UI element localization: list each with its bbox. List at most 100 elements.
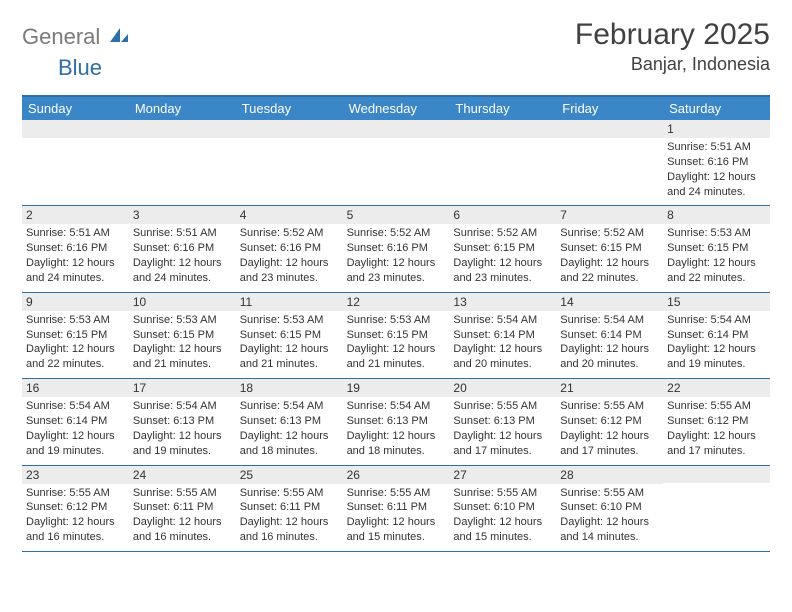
- daylight-text: Daylight: 12 hours and 18 minutes.: [240, 429, 339, 459]
- day-cell: 10Sunrise: 5:53 AMSunset: 6:15 PMDayligh…: [129, 293, 236, 378]
- daylight-text: Daylight: 12 hours and 22 minutes.: [26, 342, 125, 372]
- sunset-text: Sunset: 6:14 PM: [26, 414, 125, 429]
- daylight-text: Daylight: 12 hours and 16 minutes.: [240, 515, 339, 545]
- date-number: 11: [236, 293, 343, 311]
- week-row: 23Sunrise: 5:55 AMSunset: 6:12 PMDayligh…: [22, 466, 770, 552]
- day-cell: 16Sunrise: 5:54 AMSunset: 6:14 PMDayligh…: [22, 379, 129, 464]
- date-number: 9: [22, 293, 129, 311]
- date-number: 7: [556, 206, 663, 224]
- day-cell: 20Sunrise: 5:55 AMSunset: 6:13 PMDayligh…: [449, 379, 556, 464]
- sunset-text: Sunset: 6:16 PM: [240, 241, 339, 256]
- day-cell: 3Sunrise: 5:51 AMSunset: 6:16 PMDaylight…: [129, 206, 236, 291]
- day-cell: 11Sunrise: 5:53 AMSunset: 6:15 PMDayligh…: [236, 293, 343, 378]
- date-number: 10: [129, 293, 236, 311]
- day-details: Sunrise: 5:55 AMSunset: 6:11 PMDaylight:…: [236, 484, 343, 551]
- sunrise-text: Sunrise: 5:53 AM: [667, 226, 766, 241]
- day-cell: 25Sunrise: 5:55 AMSunset: 6:11 PMDayligh…: [236, 466, 343, 551]
- day-details: Sunrise: 5:55 AMSunset: 6:11 PMDaylight:…: [343, 484, 450, 551]
- daylight-text: Daylight: 12 hours and 24 minutes.: [26, 256, 125, 286]
- sunrise-text: Sunrise: 5:52 AM: [453, 226, 552, 241]
- month-title: February 2025: [575, 18, 770, 52]
- sunrise-text: Sunrise: 5:55 AM: [560, 399, 659, 414]
- day-cell: [129, 120, 236, 205]
- sunset-text: Sunset: 6:11 PM: [240, 500, 339, 515]
- day-details: Sunrise: 5:53 AMSunset: 6:15 PMDaylight:…: [129, 311, 236, 378]
- date-number: 21: [556, 379, 663, 397]
- day-cell: [22, 120, 129, 205]
- sunrise-text: Sunrise: 5:53 AM: [240, 313, 339, 328]
- sunset-text: Sunset: 6:13 PM: [133, 414, 232, 429]
- day-cell: 8Sunrise: 5:53 AMSunset: 6:15 PMDaylight…: [663, 206, 770, 291]
- sunrise-text: Sunrise: 5:55 AM: [667, 399, 766, 414]
- daylight-text: Daylight: 12 hours and 19 minutes.: [26, 429, 125, 459]
- sunset-text: Sunset: 6:16 PM: [347, 241, 446, 256]
- day-cell: [556, 120, 663, 205]
- date-number: 19: [343, 379, 450, 397]
- day-cell: 19Sunrise: 5:54 AMSunset: 6:13 PMDayligh…: [343, 379, 450, 464]
- day-cell: [236, 120, 343, 205]
- date-number: 2: [22, 206, 129, 224]
- date-number: 26: [343, 466, 450, 484]
- date-number: [663, 466, 770, 483]
- day-details: [343, 138, 450, 198]
- date-number: [129, 120, 236, 138]
- date-number: [556, 120, 663, 138]
- day-cell: [663, 466, 770, 551]
- sunrise-text: Sunrise: 5:53 AM: [133, 313, 232, 328]
- sunrise-text: Sunrise: 5:53 AM: [26, 313, 125, 328]
- date-number: 13: [449, 293, 556, 311]
- sunset-text: Sunset: 6:11 PM: [133, 500, 232, 515]
- sunset-text: Sunset: 6:10 PM: [560, 500, 659, 515]
- date-number: 17: [129, 379, 236, 397]
- day-details: [236, 138, 343, 198]
- day-details: [129, 138, 236, 198]
- sunrise-text: Sunrise: 5:55 AM: [453, 399, 552, 414]
- day-cell: 23Sunrise: 5:55 AMSunset: 6:12 PMDayligh…: [22, 466, 129, 551]
- date-number: 22: [663, 379, 770, 397]
- day-details: Sunrise: 5:52 AMSunset: 6:15 PMDaylight:…: [556, 224, 663, 291]
- day-details: Sunrise: 5:51 AMSunset: 6:16 PMDaylight:…: [129, 224, 236, 291]
- date-number: [236, 120, 343, 138]
- day-details: Sunrise: 5:52 AMSunset: 6:16 PMDaylight:…: [236, 224, 343, 291]
- sunrise-text: Sunrise: 5:54 AM: [133, 399, 232, 414]
- daylight-text: Daylight: 12 hours and 16 minutes.: [133, 515, 232, 545]
- day-details: [449, 138, 556, 198]
- day-details: Sunrise: 5:55 AMSunset: 6:12 PMDaylight:…: [556, 397, 663, 464]
- day-details: Sunrise: 5:52 AMSunset: 6:15 PMDaylight:…: [449, 224, 556, 291]
- sail-icon: [108, 26, 130, 49]
- sunrise-text: Sunrise: 5:55 AM: [240, 486, 339, 501]
- day-cell: 12Sunrise: 5:53 AMSunset: 6:15 PMDayligh…: [343, 293, 450, 378]
- date-number: 12: [343, 293, 450, 311]
- day-cell: 22Sunrise: 5:55 AMSunset: 6:12 PMDayligh…: [663, 379, 770, 464]
- date-number: 25: [236, 466, 343, 484]
- day-cell: 26Sunrise: 5:55 AMSunset: 6:11 PMDayligh…: [343, 466, 450, 551]
- day-details: Sunrise: 5:54 AMSunset: 6:13 PMDaylight:…: [343, 397, 450, 464]
- daylight-text: Daylight: 12 hours and 19 minutes.: [133, 429, 232, 459]
- day-details: Sunrise: 5:51 AMSunset: 6:16 PMDaylight:…: [663, 138, 770, 205]
- day-cell: 15Sunrise: 5:54 AMSunset: 6:14 PMDayligh…: [663, 293, 770, 378]
- day-details: [556, 138, 663, 198]
- daylight-text: Daylight: 12 hours and 20 minutes.: [453, 342, 552, 372]
- day-cell: 5Sunrise: 5:52 AMSunset: 6:16 PMDaylight…: [343, 206, 450, 291]
- sunrise-text: Sunrise: 5:55 AM: [26, 486, 125, 501]
- sunset-text: Sunset: 6:16 PM: [667, 155, 766, 170]
- sunrise-text: Sunrise: 5:55 AM: [453, 486, 552, 501]
- daylight-text: Daylight: 12 hours and 17 minutes.: [667, 429, 766, 459]
- sunset-text: Sunset: 6:15 PM: [667, 241, 766, 256]
- sunrise-text: Sunrise: 5:51 AM: [26, 226, 125, 241]
- day-details: Sunrise: 5:55 AMSunset: 6:10 PMDaylight:…: [449, 484, 556, 551]
- sunrise-text: Sunrise: 5:52 AM: [347, 226, 446, 241]
- day-cell: 2Sunrise: 5:51 AMSunset: 6:16 PMDaylight…: [22, 206, 129, 291]
- daylight-text: Daylight: 12 hours and 23 minutes.: [240, 256, 339, 286]
- sunrise-text: Sunrise: 5:54 AM: [240, 399, 339, 414]
- daylight-text: Daylight: 12 hours and 22 minutes.: [667, 256, 766, 286]
- sunrise-text: Sunrise: 5:52 AM: [240, 226, 339, 241]
- daylight-text: Daylight: 12 hours and 14 minutes.: [560, 515, 659, 545]
- daylight-text: Daylight: 12 hours and 22 minutes.: [560, 256, 659, 286]
- day-details: Sunrise: 5:51 AMSunset: 6:16 PMDaylight:…: [22, 224, 129, 291]
- day-details: Sunrise: 5:53 AMSunset: 6:15 PMDaylight:…: [236, 311, 343, 378]
- day-cell: 17 Sunrise: 5:54 AMSunset: 6:13 PMDayligh…: [129, 379, 236, 464]
- day-details: Sunrise: 5:55 AMSunset: 6:11 PMDaylight:…: [129, 484, 236, 551]
- date-number: 23: [22, 466, 129, 484]
- date-number: 27: [449, 466, 556, 484]
